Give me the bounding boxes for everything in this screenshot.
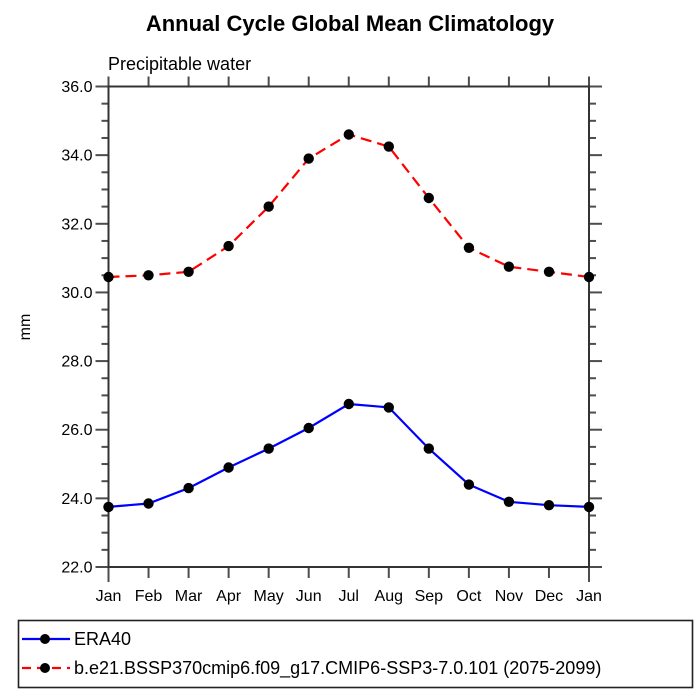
data-point	[503, 261, 515, 272]
data-point	[423, 192, 434, 204]
x-axis-tick-label: Jan	[96, 588, 122, 605]
data-point	[263, 201, 274, 212]
x-axis-tick-label: May	[254, 588, 284, 605]
x-axis-tick-label: Apr	[216, 588, 242, 605]
x-axis-tick-labels: Jan Feb Mar Apr May Jun Jul Aug Sep Oct Nov Dec Jan	[96, 588, 602, 605]
data-point	[143, 498, 154, 509]
y-axis-tick-label: 34.0	[61, 148, 92, 165]
y-axis-tick-label: 22.0	[61, 560, 92, 577]
data-point	[103, 271, 114, 283]
x-axis-tick-label: Feb	[135, 588, 163, 605]
legend-sample-marker-era40	[40, 634, 50, 644]
plot-frame	[107, 85, 590, 568]
y-axis-tick-label: 30.0	[61, 285, 92, 302]
legend-label-model: b.e21.BSSP370cmip6.f09_g17.CMIP6-SSP3-7.…	[74, 658, 601, 679]
y-axis-tick-label: 28.0	[61, 354, 92, 371]
chart-title: Annual Cycle Global Mean Climatology	[146, 11, 555, 36]
y-axis-tick-label: 32.0	[61, 216, 92, 233]
x-axis-tick-label: Nov	[495, 588, 523, 605]
data-point	[223, 240, 234, 252]
chart-subtitle: Precipitable water	[108, 54, 251, 74]
data-point	[463, 242, 475, 253]
data-point	[423, 443, 434, 454]
y-axis-tick-label: 24.0	[61, 491, 92, 508]
data-point	[223, 462, 234, 473]
data-point	[263, 443, 274, 454]
legend-sample-marker-model	[40, 663, 50, 673]
data-point	[183, 266, 194, 277]
data-point	[543, 266, 555, 277]
data-series	[103, 129, 595, 513]
y-axis-tick-label: 26.0	[61, 422, 92, 439]
data-point	[103, 501, 114, 513]
axis-ticks	[95, 76, 602, 582]
x-axis-tick-label: Jul	[339, 588, 359, 605]
data-point	[583, 271, 595, 283]
data-point	[383, 402, 394, 413]
y-axis-unit-label: mm	[17, 314, 34, 341]
legend-box: ERA40 b.e21.BSSP370cmip6.f09_g17.CMIP6-S…	[17, 619, 694, 689]
data-point	[543, 500, 555, 511]
data-point	[303, 153, 314, 164]
data-point	[383, 141, 394, 152]
data-point	[583, 501, 595, 513]
x-axis-tick-label: Dec	[535, 588, 563, 605]
data-point	[503, 496, 515, 507]
x-axis-tick-label: Jan	[576, 588, 602, 605]
y-axis-tick-labels: 22.0 24.0 26.0 28.0 30.0 32.0 34.0 36.0	[61, 79, 92, 577]
x-axis-tick-label: Oct	[456, 588, 481, 605]
x-axis-tick-label: Sep	[415, 588, 444, 605]
data-point	[303, 422, 314, 434]
legend-frame	[17, 619, 694, 689]
y-axis-tick-label: 36.0	[61, 79, 92, 96]
x-axis-tick-label: Aug	[375, 588, 403, 605]
x-axis-tick-label: Mar	[175, 588, 203, 605]
data-point	[143, 270, 154, 281]
legend-label-era40: ERA40	[74, 629, 131, 649]
series-line-era40	[108, 402, 590, 508]
data-point	[343, 398, 354, 410]
data-point	[183, 482, 194, 494]
series-line-model	[108, 133, 590, 279]
data-point	[343, 129, 354, 140]
x-axis-tick-label: Jun	[296, 588, 322, 605]
data-point	[463, 479, 475, 490]
